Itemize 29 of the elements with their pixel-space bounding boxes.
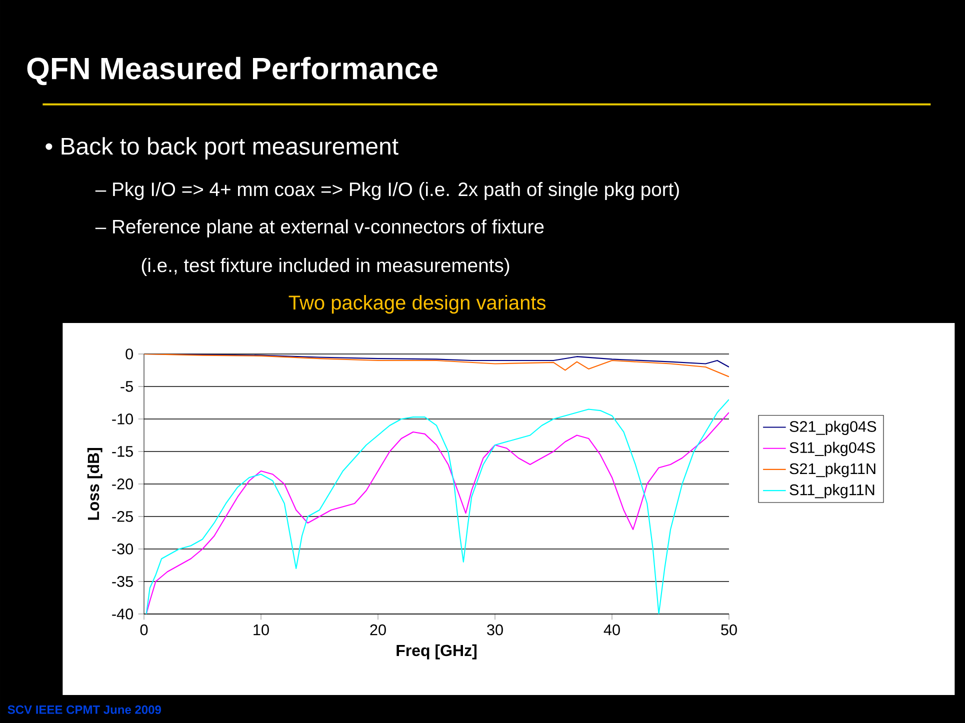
chart-subtitle: Two package design variants (288, 295, 546, 314)
x-tick-label: 10 (254, 624, 269, 636)
y-tick-label: -15 (112, 446, 133, 457)
legend-label: S11_pkg11N (790, 484, 874, 498)
text: – Pkg I/O => 4+ mm coax => Pkg I/O (i.e. 2x path of single pkg port) (95, 182, 679, 200)
legend-label: S21_pkg04S (790, 420, 876, 435)
y-tick-label: -30 (112, 544, 133, 554)
line-series (144, 354, 729, 378)
text: (i.e., test fixture included in measurements) (142, 258, 510, 276)
y-tick-label: -20 (112, 478, 133, 490)
y-tick-label: -40 (112, 608, 133, 620)
text: – Reference plane at external v-connectors of fixture (95, 219, 544, 238)
y-tick-label: -35 (112, 576, 133, 587)
text: SCV IEEE CPMT June 2009 (8, 705, 161, 714)
y-tick-label: -25 (112, 511, 133, 522)
x-tick-label: 30 (487, 624, 503, 636)
x-tick-label: 40 (604, 624, 620, 636)
y-axis-title: Loss [dB] (87, 448, 102, 520)
x-tick-label: 0 (140, 624, 148, 636)
x-tick-label: 50 (721, 624, 737, 636)
y-tick-label: 0 (126, 348, 133, 360)
text: • Back to back port measurement (46, 137, 398, 160)
legend-label: S21_pkg11N (790, 462, 876, 478)
x-axis-title: Freq [GHz] (396, 644, 476, 660)
y-tick-label: -10 (112, 414, 133, 424)
chart-title: QFN Measured Performance (27, 56, 438, 86)
legend-label: S11_pkg04S (790, 442, 875, 456)
x-tick-label: 20 (370, 624, 386, 636)
y-tick-label: -5 (120, 381, 133, 392)
